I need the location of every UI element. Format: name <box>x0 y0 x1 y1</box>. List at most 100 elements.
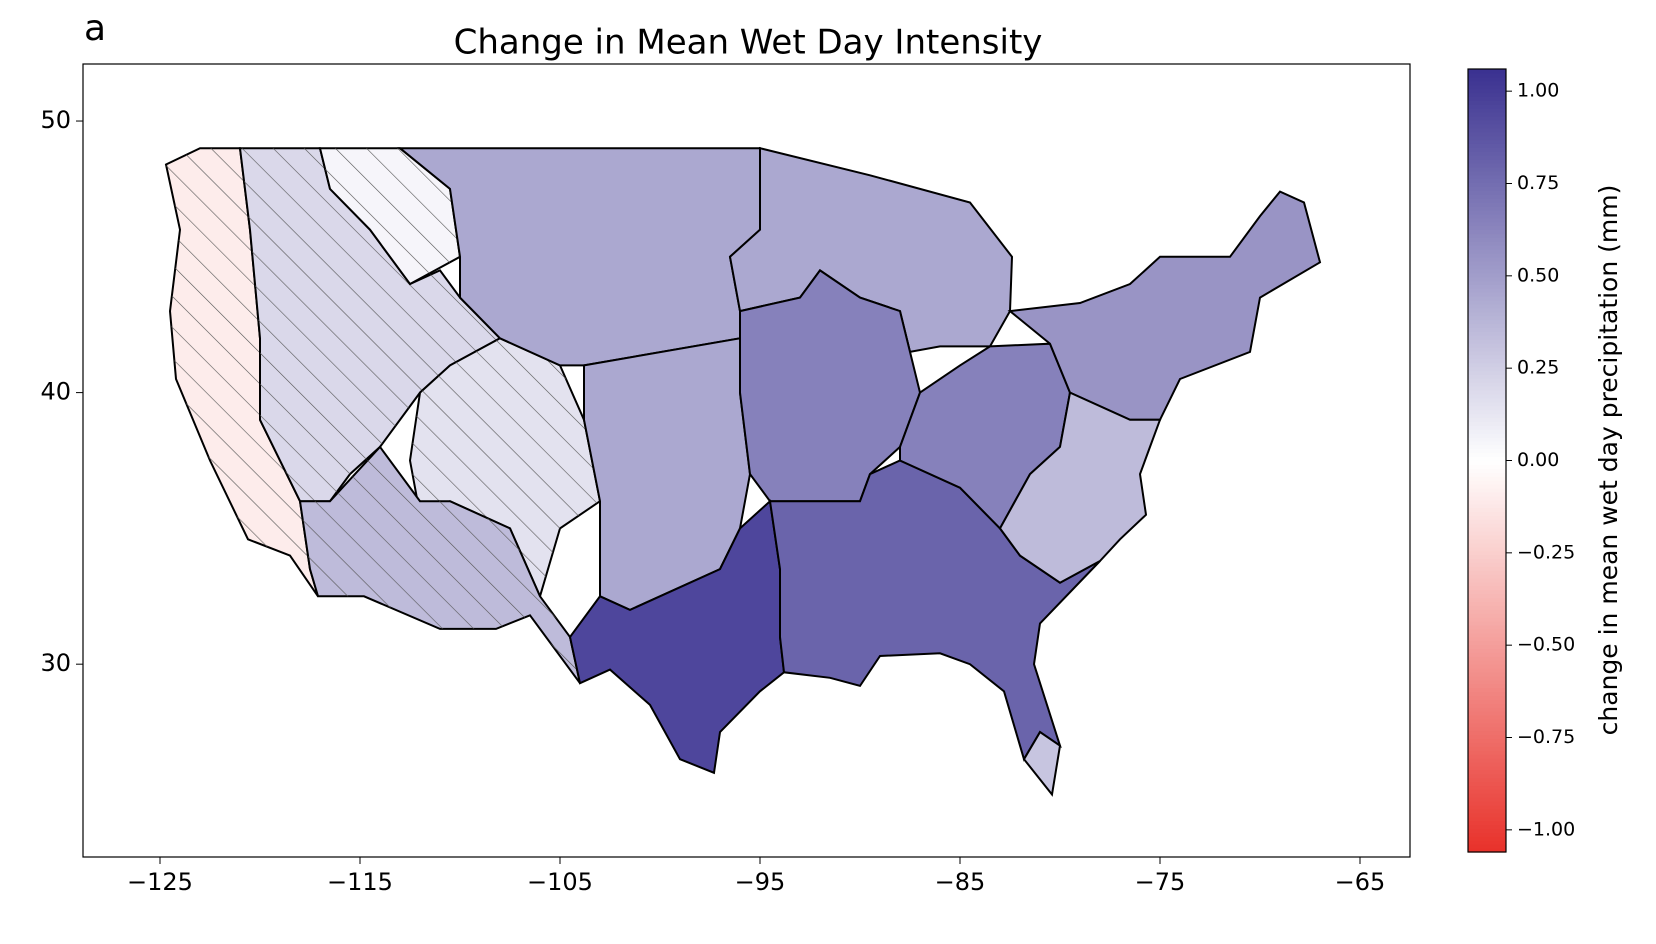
colorbar-band <box>1468 769 1506 775</box>
colorbar-band <box>1468 417 1506 422</box>
colorbar-band <box>1468 229 1506 235</box>
colorbar-band <box>1468 186 1506 191</box>
colorbar-band <box>1468 182 1506 188</box>
colorbar-band <box>1468 405 1506 411</box>
colorbar-band <box>1468 750 1506 755</box>
colorbar-band <box>1468 256 1506 262</box>
colorbar-band <box>1468 472 1506 477</box>
colorbar-band <box>1468 601 1506 606</box>
colorbar-tick-label: 0.25 <box>1517 357 1559 379</box>
colorbar-tick-label: 0.50 <box>1517 264 1559 286</box>
colorbar-band <box>1468 84 1506 90</box>
colorbar-band <box>1468 495 1506 501</box>
colorbar-band <box>1468 343 1506 348</box>
colorbar-band <box>1468 562 1506 567</box>
colorbar-band <box>1468 323 1506 328</box>
colorbar-band <box>1468 339 1506 344</box>
colorbar-band <box>1468 366 1506 372</box>
colorbar-band <box>1468 707 1506 712</box>
y-tick-label: 50 <box>40 106 71 134</box>
colorbar-band <box>1468 315 1506 321</box>
colorbar-band <box>1468 413 1506 419</box>
region-hatch <box>320 148 460 284</box>
colorbar-band <box>1468 260 1506 266</box>
colorbar-band <box>1468 264 1506 270</box>
colorbar-band <box>1468 507 1506 512</box>
x-tick-label: −95 <box>735 868 786 896</box>
colorbar-band <box>1468 268 1506 274</box>
region <box>568 499 786 775</box>
colorbar-band <box>1468 758 1506 763</box>
colorbar-band <box>1468 781 1506 787</box>
colorbar-band <box>1468 534 1506 540</box>
colorbar-band <box>1468 597 1506 603</box>
colorbar-band <box>1468 69 1506 74</box>
colorbar-band <box>1468 487 1506 493</box>
colorbar-band <box>1468 687 1506 693</box>
colorbar-band <box>1468 671 1506 677</box>
colorbar-band <box>1468 566 1506 571</box>
colorbar-band <box>1468 836 1506 841</box>
colorbar-band <box>1468 840 1506 845</box>
colorbar-band <box>1468 190 1506 195</box>
region <box>998 391 1162 584</box>
colorbar-band <box>1468 162 1506 168</box>
colorbar-band <box>1468 311 1506 317</box>
colorbar-band <box>1468 276 1506 282</box>
map-area <box>164 146 1322 797</box>
colorbar-band <box>1468 464 1506 469</box>
colorbar-band <box>1468 299 1506 305</box>
colorbar-band <box>1468 828 1506 834</box>
colorbar-band <box>1468 433 1506 438</box>
colorbar-band <box>1468 335 1506 340</box>
colorbar-band <box>1468 108 1506 113</box>
region-hatch <box>166 148 318 597</box>
colorbar-band <box>1468 570 1506 575</box>
colorbar-band <box>1468 832 1506 837</box>
colorbar-band <box>1468 468 1506 473</box>
colorbar-band <box>1468 296 1506 301</box>
colorbar-band <box>1468 542 1506 548</box>
colorbar-band <box>1468 789 1506 794</box>
colorbar-band <box>1468 773 1506 779</box>
map-frame <box>82 63 1411 858</box>
colorbar-band <box>1468 100 1506 105</box>
colorbar-band <box>1468 624 1506 630</box>
colorbar-band <box>1468 452 1506 458</box>
colorbar-band <box>1468 793 1506 798</box>
colorbar-band <box>1468 143 1506 148</box>
y-tick-label: 40 <box>40 378 71 406</box>
colorbar-band <box>1468 644 1506 650</box>
colorbar-band <box>1468 245 1506 250</box>
colorbar-band <box>1468 527 1506 532</box>
colorbar-band <box>1468 386 1506 391</box>
x-tick-label: −75 <box>1135 868 1186 896</box>
colorbar-band <box>1468 609 1506 614</box>
colorbar-band <box>1468 206 1506 211</box>
y-tick-label: 30 <box>40 649 71 677</box>
colorbar-band <box>1468 499 1506 505</box>
colorbar-band <box>1468 119 1506 125</box>
colorbar-band <box>1468 480 1506 485</box>
colorbar-band <box>1468 194 1506 199</box>
colorbar-band <box>1468 636 1506 642</box>
colorbar-band <box>1468 88 1506 94</box>
chart-title: Change in Mean Wet Day Intensity <box>454 23 1043 63</box>
colorbar-band <box>1468 166 1506 172</box>
colorbar-band <box>1468 437 1506 442</box>
colorbar-band <box>1468 519 1506 524</box>
colorbar-band <box>1468 746 1506 751</box>
colorbar-band <box>1468 401 1506 407</box>
colorbar-band <box>1468 284 1506 289</box>
colorbar-band <box>1468 660 1506 665</box>
colorbar-band <box>1468 726 1506 732</box>
colorbar-band <box>1468 613 1506 618</box>
colorbar-band <box>1468 797 1506 802</box>
colorbar-band <box>1468 249 1506 254</box>
colorbar-band <box>1468 581 1506 587</box>
colorbar-band <box>1468 280 1506 285</box>
x-tick-label: −125 <box>127 868 193 896</box>
colorbar-band <box>1468 554 1506 559</box>
colorbar-band <box>1468 801 1506 806</box>
colorbar-band <box>1468 135 1506 141</box>
